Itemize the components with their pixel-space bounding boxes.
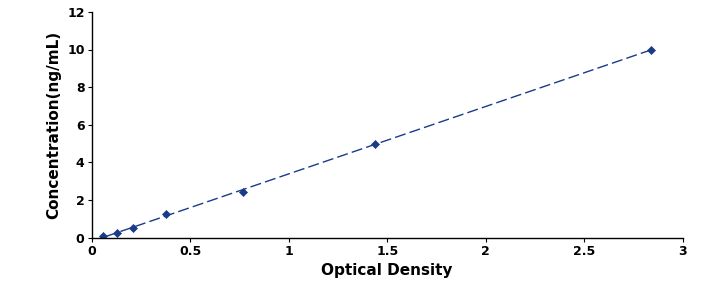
- Y-axis label: Concentration(ng/mL): Concentration(ng/mL): [46, 31, 61, 219]
- X-axis label: Optical Density: Optical Density: [322, 263, 453, 278]
